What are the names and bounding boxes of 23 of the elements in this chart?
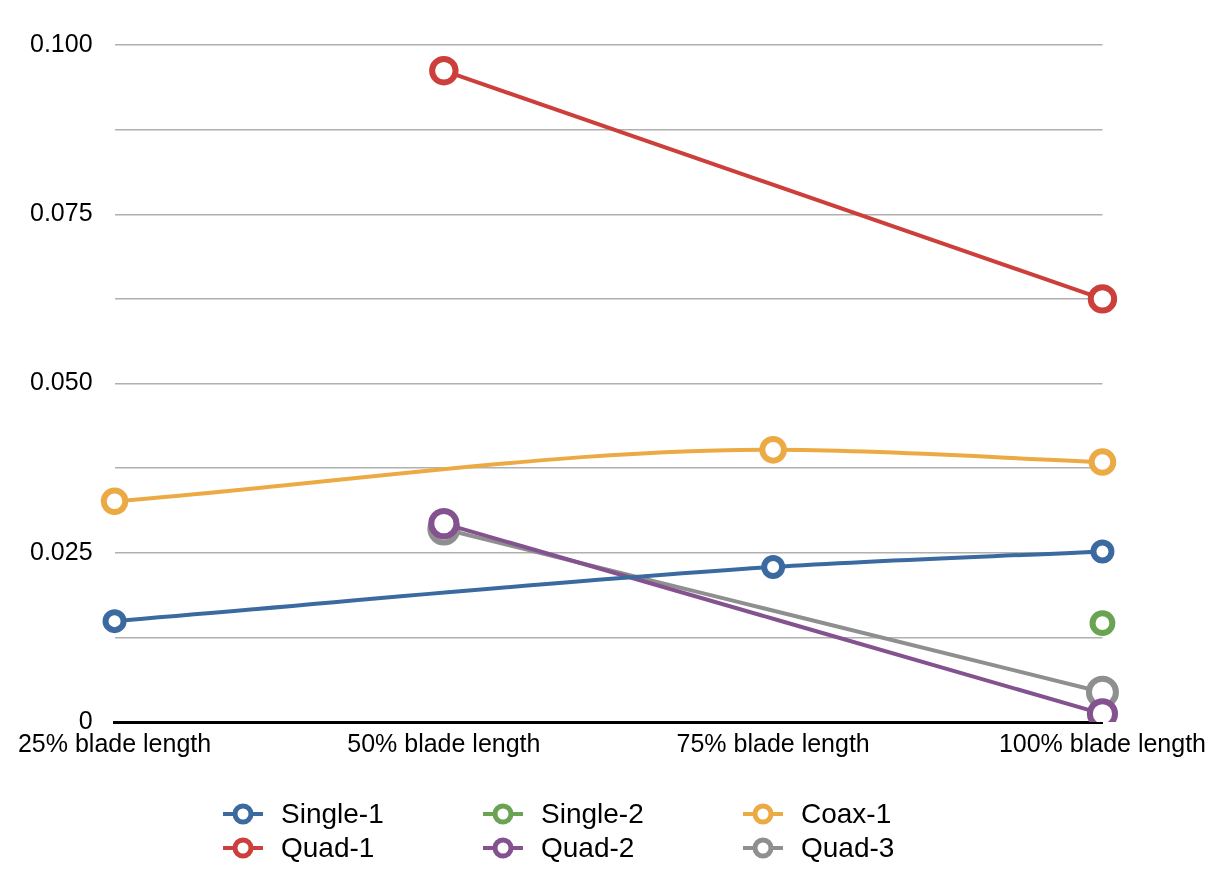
legend-label: Quad-1 bbox=[281, 832, 375, 864]
x-tick-label: 75% blade length bbox=[676, 728, 870, 757]
point bbox=[428, 508, 460, 540]
point bbox=[1088, 448, 1117, 476]
y-tick-label: 0.075 bbox=[30, 198, 93, 227]
point bbox=[1089, 610, 1116, 637]
y-tick-label: 0.100 bbox=[30, 28, 93, 57]
point bbox=[1087, 284, 1118, 314]
legend-label: Single-2 bbox=[541, 798, 644, 830]
point bbox=[429, 56, 459, 86]
x-tick-label: 50% blade length bbox=[347, 728, 541, 757]
legend-label: Single-1 bbox=[281, 798, 384, 830]
point bbox=[102, 609, 127, 634]
x-tick-label: 100% blade length bbox=[998, 728, 1206, 757]
point bbox=[100, 487, 129, 516]
legend-label: Quad-2 bbox=[541, 832, 635, 864]
point bbox=[1090, 539, 1115, 564]
point bbox=[759, 436, 787, 464]
point bbox=[761, 554, 786, 579]
y-tick-label: 0.025 bbox=[30, 536, 93, 565]
legend-label: Coax-1 bbox=[801, 798, 892, 830]
y-tick-label: 0.050 bbox=[30, 367, 93, 396]
legend-label: Quad-3 bbox=[801, 832, 895, 864]
